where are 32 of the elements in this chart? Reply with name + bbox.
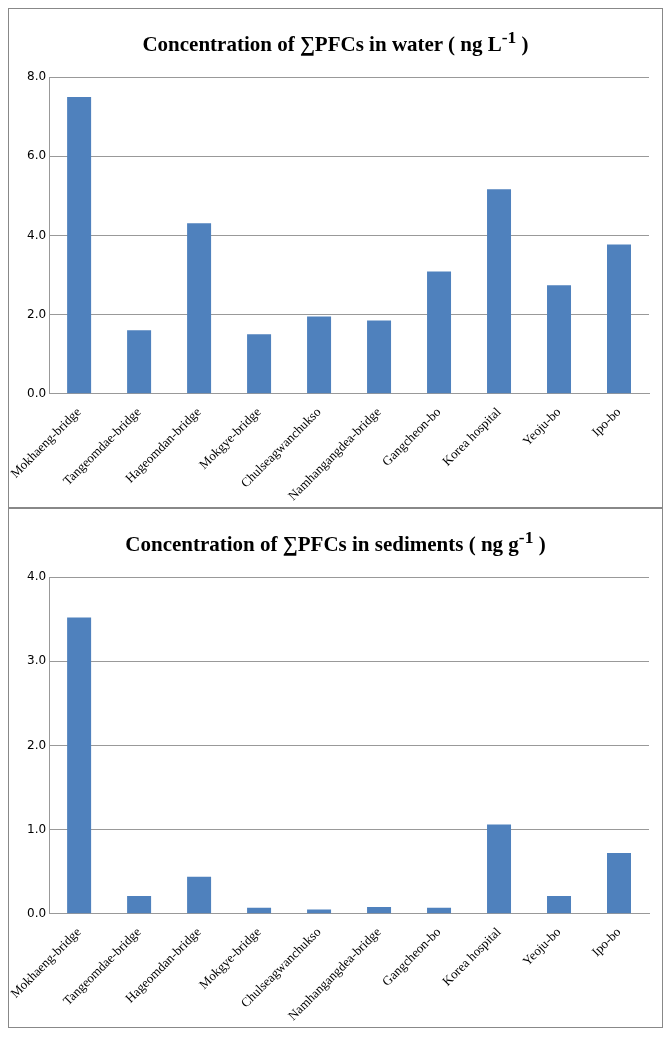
- bar: [247, 907, 272, 914]
- y-tick-label: 0.0: [27, 385, 47, 400]
- y-tick-label: 4.0: [27, 227, 47, 242]
- y-tick-label: 2.0: [27, 737, 47, 752]
- chart-title: Concentration of ∑PFCs in water ( ng L$^{-1}$ ): [141, 26, 530, 58]
- bar: [67, 96, 92, 394]
- bar: [187, 223, 212, 394]
- chart-title: Concentration of ∑PFCs in sediments ( ng g$^{-1}$ ): [124, 526, 547, 558]
- bar: [67, 617, 92, 914]
- bar: [607, 244, 631, 394]
- bar: [427, 907, 452, 914]
- y-tick-label: 3.0: [27, 653, 47, 668]
- bar: [607, 853, 631, 914]
- bar: [547, 895, 572, 914]
- bar: [487, 189, 512, 394]
- bar: [247, 334, 272, 394]
- y-tick-label: 8.0: [27, 69, 47, 84]
- bar: [487, 824, 512, 914]
- y-tick-label: 1.0: [27, 821, 47, 836]
- bar: [367, 906, 392, 914]
- bar: [127, 895, 152, 914]
- bar: [547, 285, 572, 394]
- y-tick-label: 6.0: [27, 148, 47, 163]
- bar: [367, 320, 392, 394]
- y-tick-label: 0.0: [27, 905, 47, 920]
- y-tick-label: 2.0: [27, 306, 47, 321]
- bar: [127, 330, 152, 394]
- bar: [307, 909, 332, 914]
- y-tick-label: 4.0: [27, 569, 47, 584]
- bar: [427, 271, 452, 394]
- bar: [187, 876, 212, 914]
- bar: [307, 316, 332, 394]
